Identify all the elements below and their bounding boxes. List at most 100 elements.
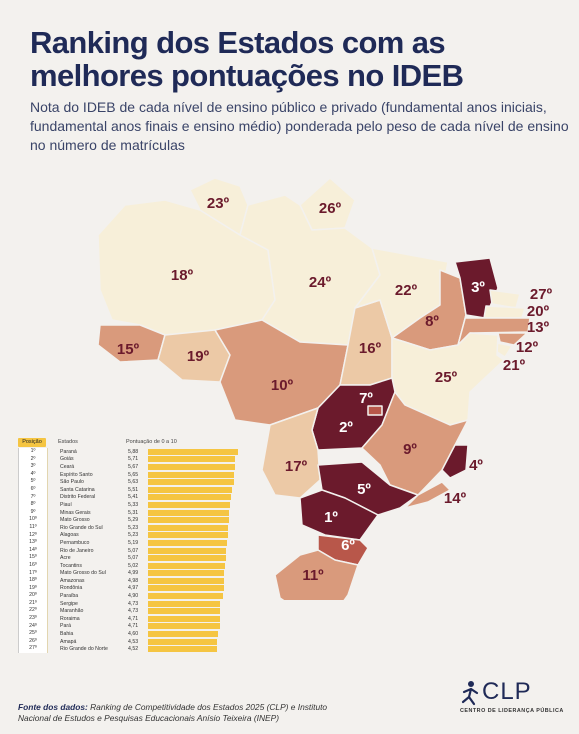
row-score: 5,31 [128,509,139,516]
table-row: 10º Mato Grosso 5,29 [19,516,248,524]
row-state: Espírito Santo [60,471,93,478]
clp-logo: CLP CENTRO DE LIDERANÇA PÚBLICA [458,678,568,718]
row-score: 4,71 [128,623,139,630]
row-state: São Paulo [60,479,84,486]
row-state: Piauí [60,501,72,508]
state-rio-grande-do-sul[interactable] [274,549,359,600]
row-position: 17º [19,569,48,578]
state-rio-de-janeiro[interactable] [404,481,451,509]
source-text: Ranking de Competitividade dos Estados 2… [18,702,328,723]
row-position: 10º [19,516,48,524]
state-paraiba[interactable] [483,305,526,319]
state-espirito-santo[interactable] [441,444,469,479]
row-score: 5,67 [128,463,139,470]
score-bar [148,456,236,463]
row-score: 4,53 [128,638,139,645]
row-position: 1º [19,448,48,456]
score-bar [148,585,225,592]
row-position: 25º [19,630,48,638]
state-alagoas[interactable] [497,332,528,346]
table-row: 21º Sergipe 4,73 [19,599,248,608]
row-score: 4,52 [128,646,139,653]
score-bar [148,623,221,630]
row-score: 5,02 [128,562,139,569]
row-score: 4,73 [128,600,139,607]
table-row: 12º Alagoas 5,23 [19,531,248,540]
row-position: 5º [19,478,48,486]
logo-name: CLP [482,678,532,705]
row-state: Roraima [60,615,80,622]
row-state: Paraíba [60,593,79,600]
score-bar [148,577,225,584]
score-bar [148,471,235,478]
row-score: 5,88 [128,448,139,455]
state-minas-gerais[interactable] [361,391,469,496]
row-score: 4,98 [128,577,139,584]
row-position: 16º [19,561,48,570]
row-score: 5,51 [128,486,139,493]
row-score: 4,99 [128,570,139,577]
rank-label-acre: 15º [117,341,140,358]
row-score: 4,73 [128,608,139,615]
state-distrito-federal[interactable] [367,405,383,416]
logo-subtitle: CENTRO DE LIDERANÇA PÚBLICA [460,708,564,714]
score-bar [148,463,235,470]
row-position: 11º [19,523,48,532]
score-bar [148,517,229,524]
score-bar [148,555,226,562]
table-row: 23º Roraima 4,71 [19,615,248,623]
row-score: 5,07 [128,555,139,562]
ranking-table: Posição Estados Pontuação de 0 a 10 1º Pa… [18,436,248,654]
row-state: Amapá [60,638,77,645]
rank-label-piaui: 8º [425,313,439,330]
row-state: Paraná [60,448,77,455]
state-parana[interactable] [299,489,379,541]
score-bar [148,448,238,455]
table-row: 7º Distrito Federal 5,41 [19,493,248,502]
score-bar [148,562,225,569]
table-row: 3º Ceará 5,67 [19,463,248,471]
source-footer: Fonte dos dados: Ranking de Competitivid… [18,702,338,724]
rank-label-para: 24º [309,274,332,291]
score-bar [148,570,225,577]
brazil-map: 18º 23º 26º 24º 15º 19º 10º 16º 22º 8º 3º 27º20º13º… [97,177,553,600]
row-score: 5,33 [128,501,139,508]
row-position: 14º [19,546,48,555]
header-score: Pontuação de 0 a 10 [126,439,177,445]
table-row: 19º Rondônia 4,97 [19,584,248,593]
rank-label-parana: 1º [324,509,338,526]
state-rio-grande-do-norte[interactable] [489,289,521,309]
rank-label-rio-grande-do-norte: 27º [530,286,553,303]
table-row: 17º Mato Grosso do Sul 4,99 [19,569,248,578]
table-row: 24º Pará 4,71 [19,622,248,631]
table-row: 4º Espírito Santo 5,65 [19,470,248,479]
table-row: 15º Acre 5,07 [19,554,248,562]
score-bar [148,600,221,607]
row-score: 5,63 [128,479,139,486]
row-state: Ceará [60,463,75,470]
table-row: 9º Minas Gerais 5,31 [19,508,248,517]
score-bar [148,532,229,539]
table-row: 25º Bahia 4,60 [19,630,248,638]
row-position: 19º [19,584,48,593]
table-row: 16º Tocantins 5,02 [19,561,248,570]
row-score: 4,60 [128,631,139,638]
header-position: Posição [18,437,46,447]
row-score: 5,07 [128,547,139,554]
row-position: 6º [19,485,48,494]
rank-label-rondonia: 19º [187,348,210,365]
score-bar [148,547,226,554]
row-score: 5,19 [128,539,139,546]
row-state: Amazonas [60,577,85,584]
table-rows: 1º Paraná 5,88 2º Goiás 5,71 3º Ceará 5,67 4º Espí… [18,448,248,654]
table-row: 14º Rio de Janeiro 5,07 [19,546,248,555]
row-position: 2º [19,455,48,464]
rank-label-minas-gerais: 9º [403,441,417,458]
score-bar [148,646,218,653]
rank-label-sergipe: 21º [503,357,526,374]
row-state: Tocantins [60,562,82,569]
state-sergipe[interactable] [496,342,513,358]
row-position: 20º [19,592,48,600]
rank-label-goias: 2º [339,419,353,436]
score-bar [148,479,235,486]
